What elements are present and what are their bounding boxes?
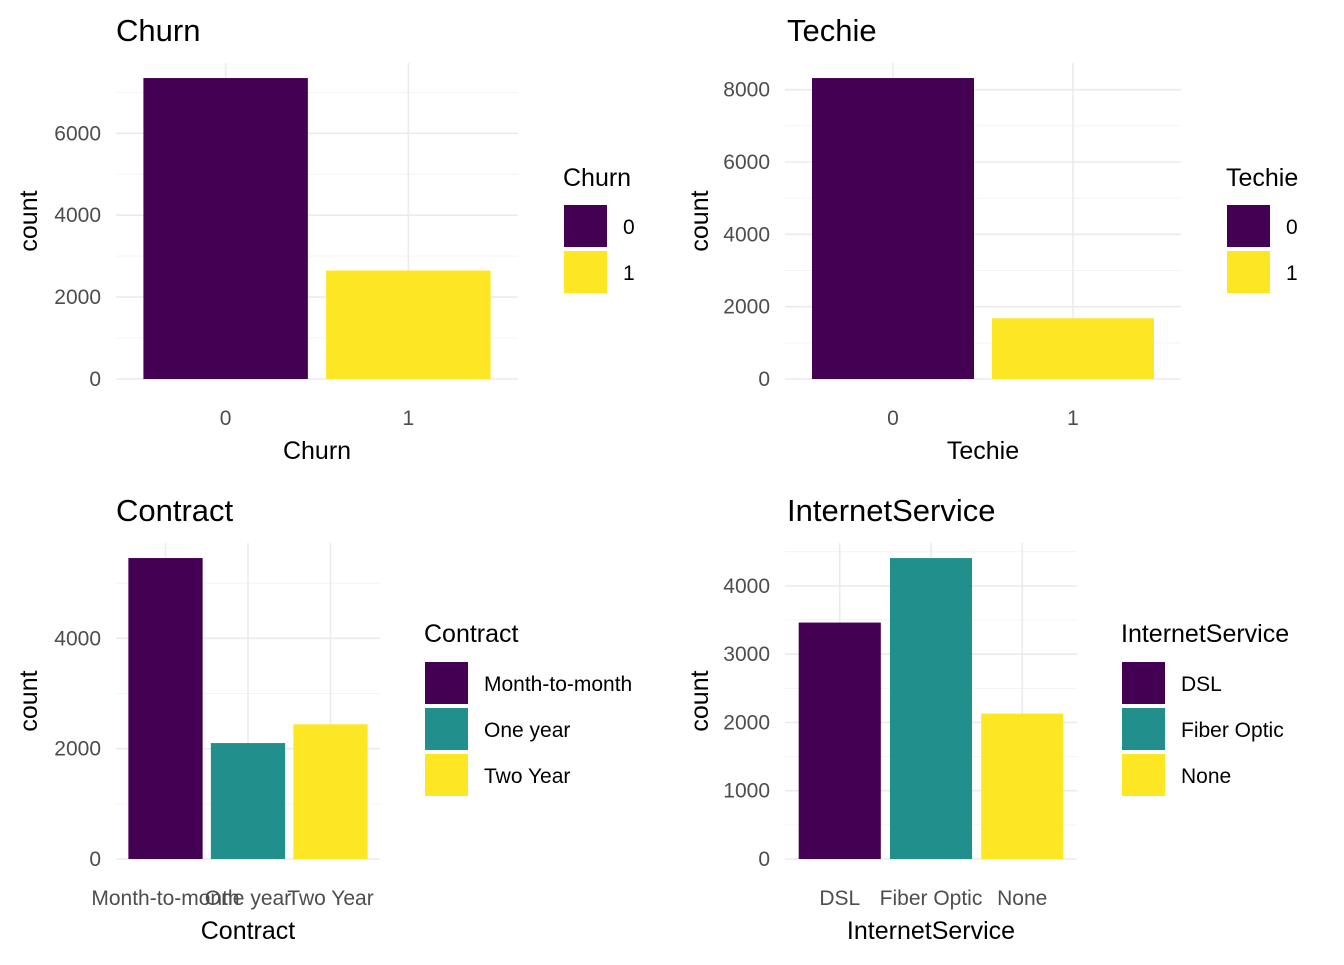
legend-label-fiber-optic: Fiber Optic bbox=[1181, 719, 1284, 742]
legend-label-0: 0 bbox=[1286, 216, 1298, 239]
legend-label-0: 0 bbox=[623, 216, 635, 239]
legend-key-fiber-optic bbox=[1122, 708, 1165, 750]
churn-bar-1 bbox=[326, 270, 491, 379]
x-tick-label: 0 bbox=[887, 407, 899, 430]
legend-label-none: None bbox=[1181, 765, 1231, 788]
x-tick-label: One year bbox=[205, 887, 291, 910]
contract-legend-title: Contract bbox=[424, 620, 519, 648]
internetservice-y-axis-title: count bbox=[686, 670, 714, 731]
y-tick-label: 3000 bbox=[723, 643, 770, 666]
y-tick-label: 0 bbox=[758, 368, 770, 391]
y-tick-label: 0 bbox=[89, 368, 101, 391]
churn-legend: Churn 0 1 bbox=[563, 164, 635, 293]
x-tick-label: Fiber Optic bbox=[880, 887, 983, 910]
legend-key-month-to-month bbox=[425, 662, 468, 704]
y-tick-label: 2000 bbox=[54, 738, 101, 761]
y-tick-label: 4000 bbox=[54, 204, 101, 227]
contract-bar-month-to-month bbox=[128, 558, 203, 859]
legend-key-0 bbox=[1227, 205, 1270, 247]
y-tick-label: 6000 bbox=[54, 122, 101, 145]
legend-label-month-to-month: Month-to-month bbox=[484, 673, 632, 696]
legend-key-1 bbox=[564, 251, 607, 293]
legend-label-one-year: One year bbox=[484, 719, 570, 742]
internetservice-chart-title: InternetService bbox=[787, 493, 996, 528]
churn-y-axis-title: count bbox=[15, 190, 43, 251]
x-tick-label: 1 bbox=[1067, 407, 1079, 430]
contract-y-tick-labels: 0 2000 4000 bbox=[54, 627, 101, 871]
churn-chart-title: Churn bbox=[116, 13, 200, 48]
y-tick-label: 0 bbox=[89, 848, 101, 871]
legend-key-one-year bbox=[425, 708, 468, 750]
internetservice-bar-none bbox=[981, 713, 1064, 859]
contract-bars bbox=[128, 558, 368, 859]
techie-x-axis-title: Techie bbox=[947, 437, 1019, 465]
y-tick-label: 4000 bbox=[723, 575, 770, 598]
churn-y-tick-labels: 0 2000 4000 6000 bbox=[54, 122, 101, 391]
churn-bars bbox=[143, 78, 491, 380]
techie-bars bbox=[812, 78, 1154, 380]
y-tick-label: 6000 bbox=[723, 151, 770, 174]
internetservice-y-tick-labels: 0 1000 2000 3000 4000 bbox=[723, 575, 770, 871]
churn-bar-0 bbox=[143, 78, 308, 380]
contract-bar-one-year bbox=[210, 743, 286, 859]
x-tick-label: Two Year bbox=[287, 887, 373, 910]
legend-label-two-year: Two Year bbox=[484, 765, 570, 788]
techie-y-axis-title: count bbox=[686, 190, 714, 251]
internetservice-x-axis-title: InternetService bbox=[847, 917, 1015, 945]
legend-key-two-year bbox=[425, 754, 468, 796]
techie-chart-title: Techie bbox=[787, 13, 877, 48]
contract-y-axis-title: count bbox=[15, 670, 43, 731]
legend-label-1: 1 bbox=[1286, 262, 1298, 285]
internetservice-bar-fiber-optic bbox=[889, 558, 973, 859]
legend-key-none bbox=[1122, 754, 1165, 796]
contract-legend: Contract Month-to-month One year Two Year bbox=[424, 620, 632, 796]
x-tick-label: 0 bbox=[220, 407, 232, 430]
internetservice-legend-title: InternetService bbox=[1121, 620, 1289, 648]
legend-key-0 bbox=[564, 205, 607, 247]
churn-legend-title: Churn bbox=[563, 164, 631, 192]
y-tick-label: 4000 bbox=[723, 223, 770, 246]
internetservice-panel: InternetService 0 1000 2000 3000 4000 DSL Fib… bbox=[686, 493, 1289, 945]
churn-x-axis-title: Churn bbox=[283, 437, 351, 465]
x-tick-label: None bbox=[997, 887, 1047, 910]
contract-x-axis-title: Contract bbox=[201, 917, 296, 945]
y-tick-label: 2000 bbox=[723, 711, 770, 734]
legend-label-dsl: DSL bbox=[1181, 673, 1222, 696]
y-tick-label: 1000 bbox=[723, 780, 770, 803]
internetservice-bars bbox=[798, 558, 1064, 859]
internetservice-bar-dsl bbox=[798, 622, 881, 859]
techie-legend: Techie 0 1 bbox=[1226, 164, 1298, 293]
contract-chart-title: Contract bbox=[116, 493, 234, 528]
legend-label-1: 1 bbox=[623, 262, 635, 285]
techie-bar-0 bbox=[812, 78, 974, 380]
techie-legend-title: Techie bbox=[1226, 164, 1298, 192]
y-tick-label: 0 bbox=[758, 848, 770, 871]
internetservice-x-tick-labels: DSL Fiber Optic None bbox=[819, 887, 1047, 910]
y-tick-label: 2000 bbox=[723, 296, 770, 319]
techie-bar-1 bbox=[992, 318, 1154, 379]
legend-key-1 bbox=[1227, 251, 1270, 293]
y-tick-label: 4000 bbox=[54, 627, 101, 650]
internetservice-legend: InternetService DSL Fiber Optic None bbox=[1121, 620, 1289, 796]
x-tick-label: 1 bbox=[403, 407, 415, 430]
x-tick-label: DSL bbox=[819, 887, 860, 910]
contract-bar-two-year bbox=[293, 724, 368, 859]
y-tick-label: 8000 bbox=[723, 79, 770, 102]
x-tick-label: Month-to-month bbox=[91, 887, 239, 910]
techie-y-tick-labels: 0 2000 4000 6000 8000 bbox=[723, 79, 770, 391]
legend-key-dsl bbox=[1122, 662, 1165, 704]
y-tick-label: 2000 bbox=[54, 286, 101, 309]
